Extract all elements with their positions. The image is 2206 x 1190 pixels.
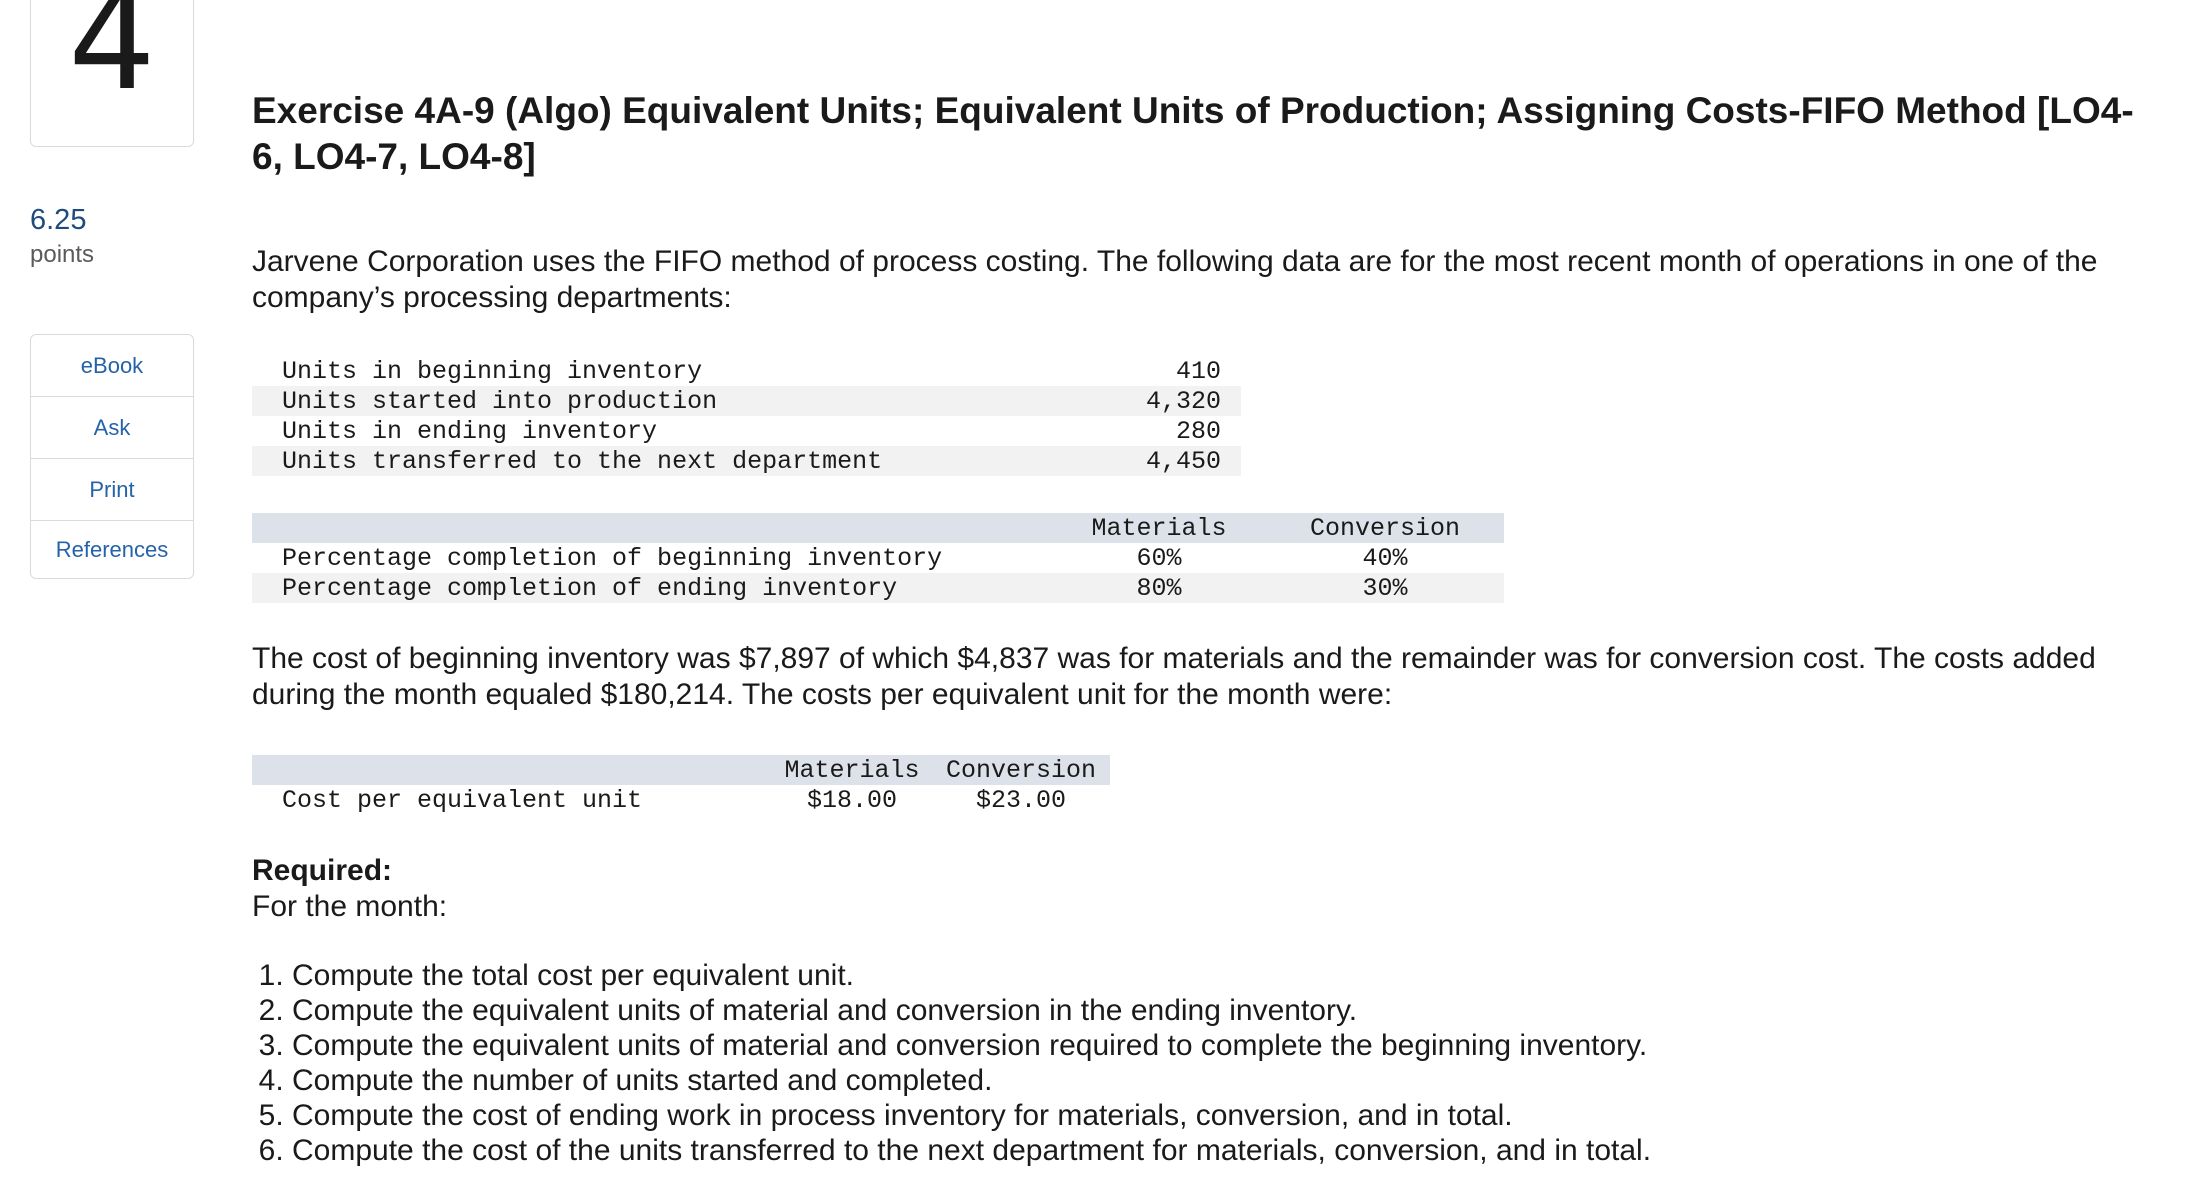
list-item: Compute the equivalent units of material…: [292, 1028, 2152, 1063]
table-row: Units in beginning inventory 410: [252, 356, 1241, 386]
conversion-percent: 30%: [1362, 573, 1408, 603]
for-month-text: For the month:: [252, 890, 448, 923]
materials-cost: $18.00: [807, 785, 898, 815]
units-label: Units transferred to the next department: [282, 446, 883, 476]
conversion-percent: 40%: [1362, 543, 1408, 573]
question-content: Exercise 4A-9 (Algo) Equivalent Units; E…: [252, 88, 2152, 1168]
units-label: Units in ending inventory: [282, 416, 658, 446]
required-heading: Required:: [252, 854, 393, 887]
print-link[interactable]: Print: [31, 459, 193, 521]
column-header-materials: Materials: [1091, 513, 1227, 543]
column-header-conversion: Conversion: [946, 755, 1097, 785]
points-value: 6.25: [30, 204, 87, 236]
question-number: 4: [68, 0, 156, 121]
units-value: 4,320: [1145, 386, 1221, 416]
table-row: Units in ending inventory 280: [252, 416, 1241, 446]
table-header-row: Materials Conversion: [252, 755, 1110, 785]
cost-paragraph: The cost of beginning inventory was $7,8…: [252, 642, 2096, 711]
side-menu: eBook Ask Print References: [30, 334, 194, 579]
table-row: Units started into production 4,320: [252, 386, 1241, 416]
list-item: Compute the number of units started and …: [292, 1063, 2152, 1098]
materials-percent: 60%: [1136, 543, 1182, 573]
completion-label: Percentage completion of ending inventor…: [282, 573, 898, 603]
question-number-box: 4: [30, 0, 194, 147]
units-label: Units in beginning inventory: [282, 356, 703, 386]
table-row: Cost per equivalent unit $18.00 $23.00: [252, 785, 1110, 815]
conversion-cost: $23.00: [976, 785, 1067, 815]
units-table: Units in beginning inventory 410 Units s…: [252, 356, 1241, 476]
intro-paragraph: Jarvene Corporation uses the FIFO method…: [252, 245, 2098, 314]
exercise-title: Exercise 4A-9 (Algo) Equivalent Units; E…: [252, 90, 2134, 177]
list-item: Compute the total cost per equivalent un…: [292, 958, 2152, 993]
list-item: Compute the equivalent units of material…: [292, 993, 2152, 1028]
table-row: Units transferred to the next department…: [252, 446, 1241, 476]
references-link[interactable]: References: [55, 536, 169, 562]
table-row: Percentage completion of beginning inven…: [252, 543, 1504, 573]
column-header-materials: Materials: [784, 755, 920, 785]
table-row: Percentage completion of ending inventor…: [252, 573, 1504, 603]
column-header-conversion: Conversion: [1310, 513, 1461, 543]
units-value: 280: [1175, 416, 1221, 446]
units-value: 410: [1175, 356, 1221, 386]
completion-table: Materials Conversion Percentage completi…: [252, 513, 1504, 603]
cost-table: Materials Conversion Cost per equivalent…: [252, 755, 1110, 815]
list-item: Compute the cost of ending work in proce…: [292, 1098, 2152, 1133]
units-value: 4,450: [1145, 446, 1221, 476]
units-label: Units started into production: [282, 386, 718, 416]
materials-percent: 80%: [1136, 573, 1182, 603]
completion-label: Percentage completion of beginning inven…: [282, 543, 943, 573]
table-header-row: Materials Conversion: [252, 513, 1504, 543]
points-label: points: [30, 241, 95, 268]
cost-label: Cost per equivalent unit: [282, 785, 643, 815]
ebook-link[interactable]: eBook: [31, 335, 193, 397]
ask-link[interactable]: Ask: [31, 397, 193, 459]
requirements-list: Compute the total cost per equivalent un…: [252, 958, 2152, 1168]
list-item: Compute the cost of the units transferre…: [292, 1133, 2152, 1168]
